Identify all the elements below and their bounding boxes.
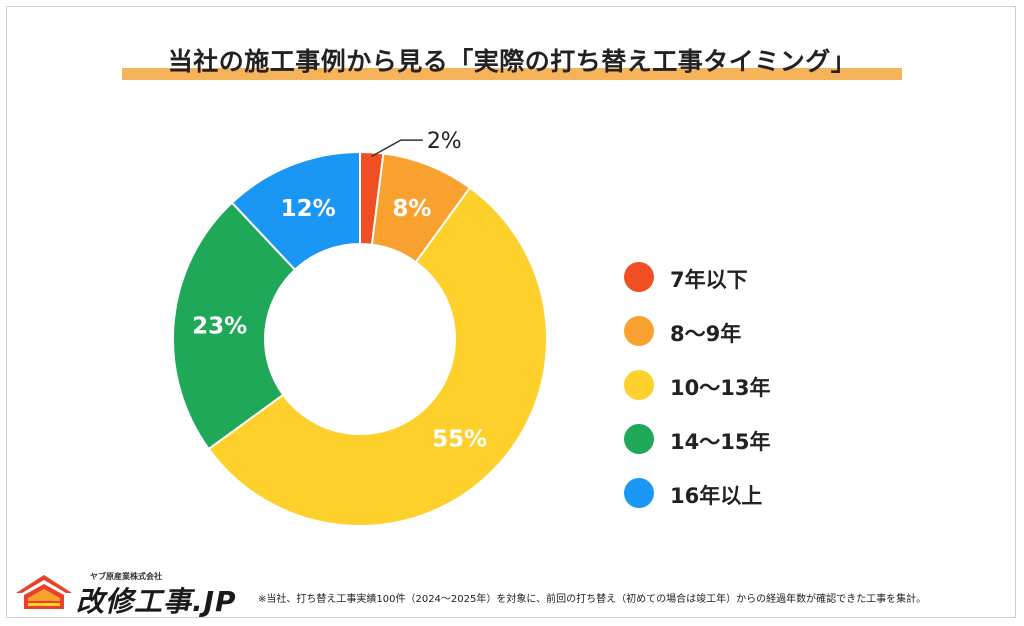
legend-label: 8〜9年: [670, 322, 742, 346]
slice-label: 23%: [192, 314, 247, 340]
legend-label: 10〜13年: [670, 376, 771, 400]
legend-swatch: [624, 316, 654, 346]
legend-swatch: [624, 478, 654, 508]
title-underline: [122, 68, 902, 80]
legend-swatch: [624, 370, 654, 400]
donut-slice: [230, 150, 361, 272]
house-logo-icon: [16, 575, 72, 609]
donut-slice: [207, 186, 548, 527]
legend-label: 16年以上: [670, 484, 763, 508]
slice-label: 2%: [427, 129, 462, 154]
slice-label: 55%: [432, 427, 487, 453]
chart-title: 当社の施工事例から見る「実際の打ち替え工事タイミング」: [167, 47, 857, 76]
company-name: ヤブ原産業株式会社: [90, 572, 162, 581]
legend-item: 8〜9年: [624, 316, 844, 346]
slice-label: 8%: [392, 196, 431, 222]
legend-swatch: [624, 262, 654, 292]
legend-swatch: [624, 424, 654, 454]
donut-slice: [172, 201, 297, 451]
legend-item: 10〜13年: [624, 370, 844, 400]
legend-item: 14〜15年: [624, 424, 844, 454]
legend-item: 16年以上: [624, 478, 844, 508]
legend-label: 7年以下: [670, 268, 748, 292]
footnote: ※当社、打ち替え工事実績100件（2024〜2025年）を対象に、前回の打ち替え…: [258, 594, 927, 605]
legend-label: 14〜15年: [670, 430, 771, 454]
brand-logo-text: 改修工事.JP: [76, 585, 237, 618]
slice-label: 12%: [281, 196, 336, 222]
leader-line: [371, 139, 423, 158]
legend-item: 7年以下: [624, 262, 844, 292]
